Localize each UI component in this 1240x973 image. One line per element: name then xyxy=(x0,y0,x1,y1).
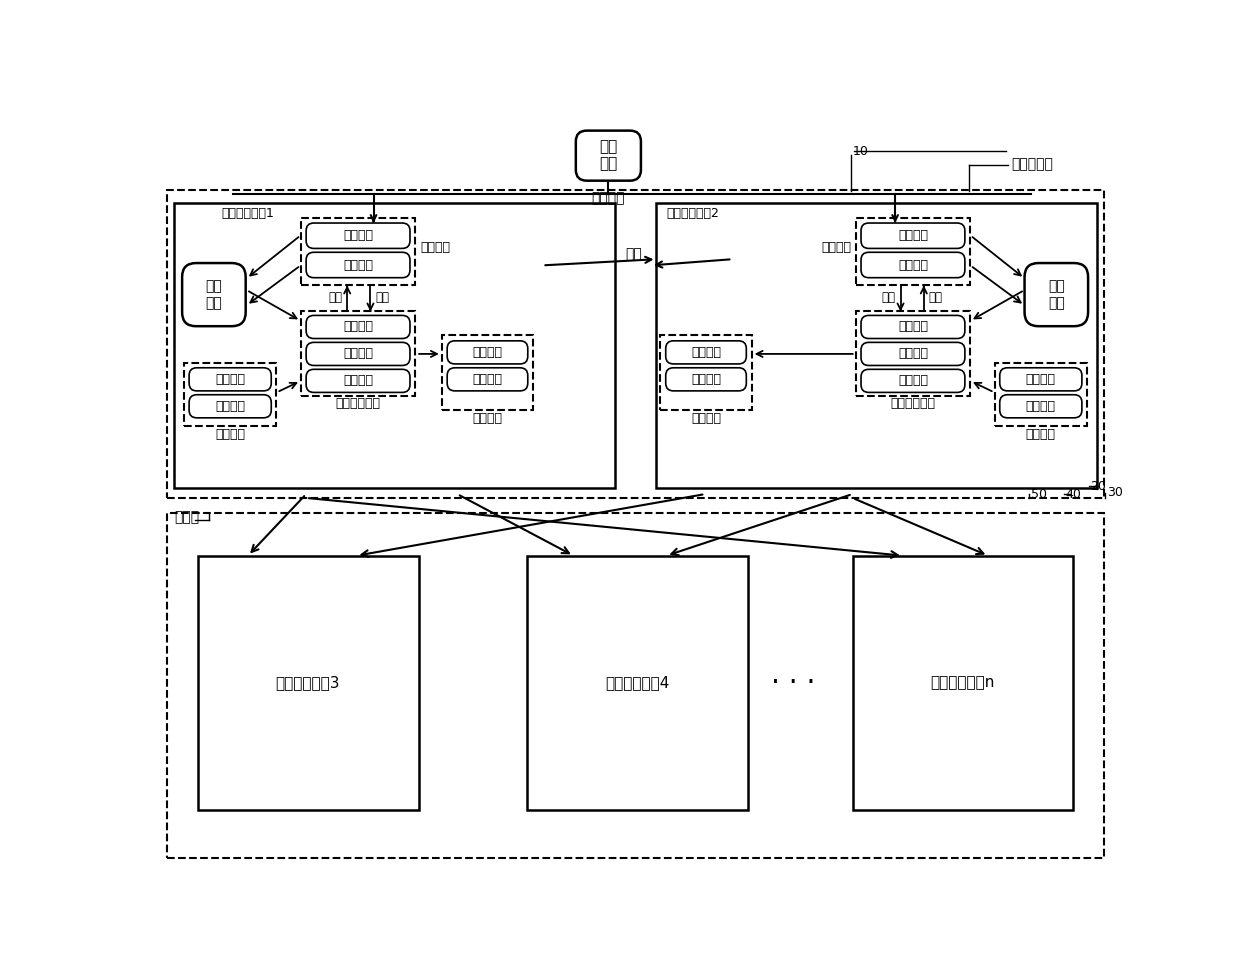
Text: 障碍感知: 障碍感知 xyxy=(216,400,246,413)
FancyBboxPatch shape xyxy=(306,370,410,392)
Text: 40: 40 xyxy=(1065,487,1081,500)
Text: 举升系统: 举升系统 xyxy=(472,345,502,359)
Text: 30: 30 xyxy=(1107,486,1122,499)
FancyBboxPatch shape xyxy=(575,130,641,181)
Text: 下层通信: 下层通信 xyxy=(343,259,373,271)
Bar xyxy=(301,218,415,285)
FancyBboxPatch shape xyxy=(306,315,410,339)
Text: 50: 50 xyxy=(1030,487,1047,500)
FancyBboxPatch shape xyxy=(861,315,965,339)
Text: 上层通信: 上层通信 xyxy=(343,229,373,242)
FancyBboxPatch shape xyxy=(306,223,410,248)
Text: 合作: 合作 xyxy=(882,291,895,305)
FancyBboxPatch shape xyxy=(306,342,410,366)
Text: 跟随层: 跟随层 xyxy=(175,510,200,524)
Text: 规划
模块: 规划 模块 xyxy=(1048,279,1065,309)
Text: 位姿感知: 位姿感知 xyxy=(216,373,246,386)
Text: 驱动电机: 驱动电机 xyxy=(691,373,720,386)
Text: 规划
模块: 规划 模块 xyxy=(206,279,222,309)
Bar xyxy=(185,363,275,426)
Text: 通信模块: 通信模块 xyxy=(821,241,851,254)
Text: 协商决策: 协商决策 xyxy=(343,347,373,360)
Text: 机器人子系统3: 机器人子系统3 xyxy=(275,675,340,690)
Bar xyxy=(853,556,1074,810)
FancyBboxPatch shape xyxy=(188,368,272,391)
Text: 通信模块: 通信模块 xyxy=(420,241,450,254)
Text: 决策控制模块: 决策控制模块 xyxy=(336,397,381,410)
Text: · · ·: · · · xyxy=(770,668,815,697)
Bar xyxy=(660,336,751,411)
Text: 执行模块: 执行模块 xyxy=(472,413,502,425)
FancyBboxPatch shape xyxy=(188,395,272,417)
Bar xyxy=(994,363,1086,426)
Text: 10: 10 xyxy=(853,145,868,158)
FancyBboxPatch shape xyxy=(306,252,410,277)
Bar xyxy=(166,190,1105,498)
Text: 动作修正: 动作修正 xyxy=(343,375,373,387)
Text: 协商: 协商 xyxy=(329,291,342,305)
FancyBboxPatch shape xyxy=(1024,263,1089,326)
FancyBboxPatch shape xyxy=(861,370,965,392)
Bar xyxy=(856,218,971,285)
Bar xyxy=(656,203,1096,487)
Text: 动作修正: 动作修正 xyxy=(898,375,928,387)
Bar xyxy=(301,310,415,395)
Text: 机器人子系统1: 机器人子系统1 xyxy=(221,207,274,220)
Text: 位姿感知: 位姿感知 xyxy=(1025,373,1055,386)
Text: 上层通信: 上层通信 xyxy=(898,229,928,242)
FancyBboxPatch shape xyxy=(182,263,246,326)
Bar xyxy=(441,336,533,411)
FancyBboxPatch shape xyxy=(666,341,746,364)
Text: 驱动电机: 驱动电机 xyxy=(472,373,502,386)
FancyBboxPatch shape xyxy=(999,368,1081,391)
Text: 感知模块: 感知模块 xyxy=(1025,427,1055,441)
Bar xyxy=(197,556,419,810)
Text: 执行模块: 执行模块 xyxy=(691,413,720,425)
Text: 下层通信: 下层通信 xyxy=(898,259,928,271)
Text: 机器人子系统n: 机器人子系统n xyxy=(930,675,994,690)
FancyBboxPatch shape xyxy=(999,395,1081,417)
Text: 合作: 合作 xyxy=(374,291,389,305)
FancyBboxPatch shape xyxy=(861,223,965,248)
Bar xyxy=(175,203,615,487)
FancyBboxPatch shape xyxy=(448,341,528,364)
Text: 协商: 协商 xyxy=(929,291,942,305)
FancyBboxPatch shape xyxy=(861,342,965,366)
Text: 调度
系统: 调度 系统 xyxy=(599,139,618,171)
Text: 举升系统: 举升系统 xyxy=(691,345,720,359)
FancyBboxPatch shape xyxy=(666,368,746,391)
Text: 动作控制: 动作控制 xyxy=(343,320,373,334)
Bar xyxy=(856,310,971,395)
Bar xyxy=(166,514,1105,858)
Bar xyxy=(527,556,748,810)
Text: 20: 20 xyxy=(1090,480,1106,493)
Text: 协商领航层: 协商领航层 xyxy=(1012,158,1053,171)
FancyBboxPatch shape xyxy=(448,368,528,391)
Text: 机器人子系统4: 机器人子系统4 xyxy=(605,675,670,690)
Text: 协商: 协商 xyxy=(625,247,642,261)
FancyBboxPatch shape xyxy=(861,252,965,277)
Text: 动作控制: 动作控制 xyxy=(898,320,928,334)
Text: 决策控制模块: 决策控制模块 xyxy=(890,397,935,410)
Text: 感知模块: 感知模块 xyxy=(216,427,246,441)
Text: 搬运任务: 搬运任务 xyxy=(591,192,625,205)
Text: 障碍感知: 障碍感知 xyxy=(1025,400,1055,413)
Text: 机器人子系统2: 机器人子系统2 xyxy=(667,207,719,220)
Text: 协商决策: 协商决策 xyxy=(898,347,928,360)
